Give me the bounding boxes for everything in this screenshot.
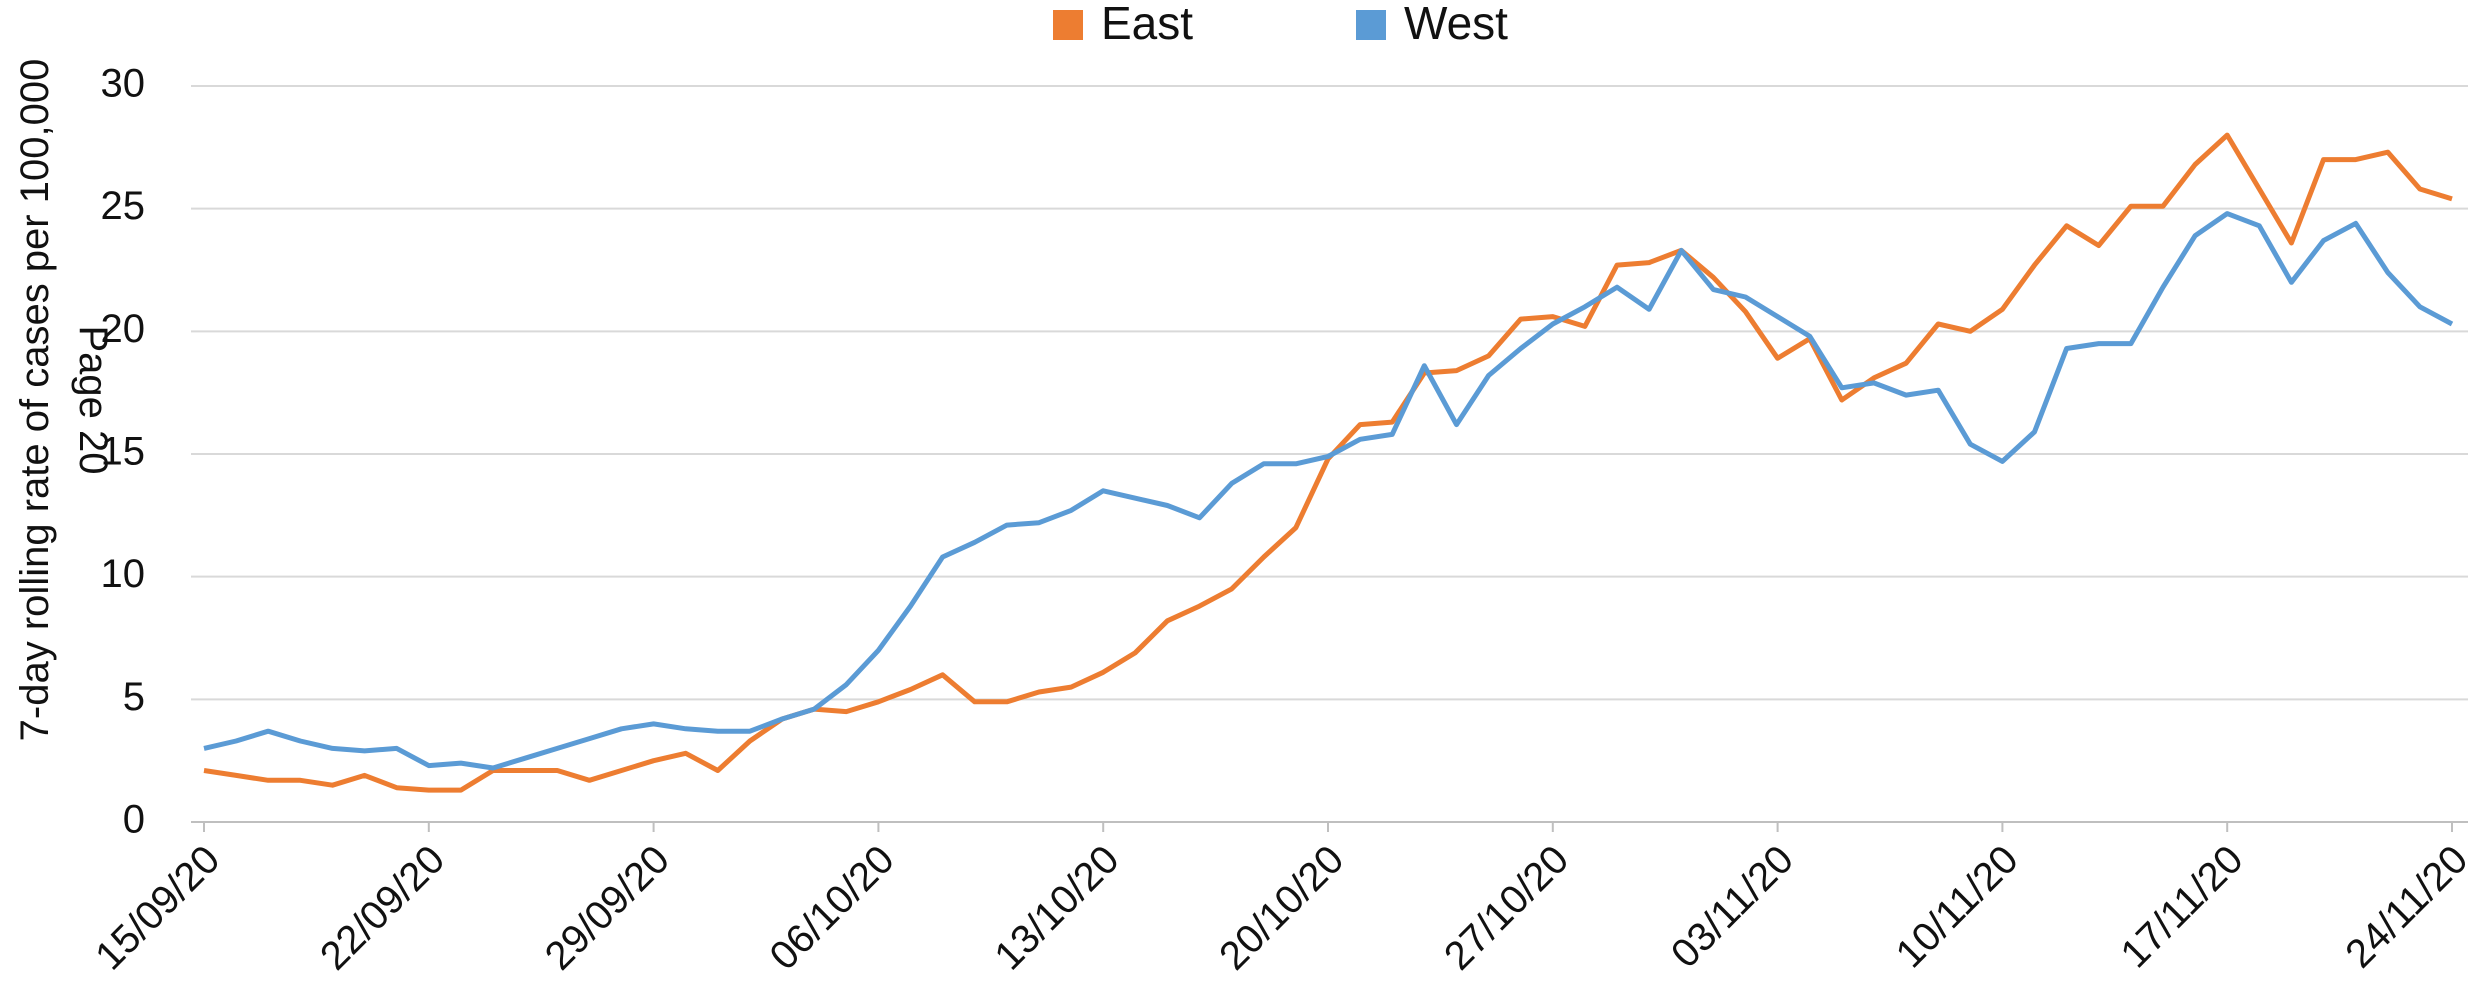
y-tick-label: 20	[101, 307, 146, 351]
y-tick-label: 10	[101, 552, 146, 596]
x-tick-label: 13/10/20	[986, 837, 1127, 978]
legend-swatch	[1356, 10, 1386, 40]
x-tick-label: 10/11/20	[1888, 837, 2027, 976]
x-tick-label: 17/11/20	[2112, 837, 2251, 976]
line-series	[203, 132, 2453, 793]
legend-label: West	[1404, 0, 1508, 49]
legend-swatch	[1053, 10, 1083, 40]
x-tick-label: 24/11/20	[2337, 837, 2473, 976]
legend-label: East	[1101, 0, 1193, 49]
x-tick-label: 06/10/20	[762, 837, 903, 978]
x-tick-label: 03/11/20	[1663, 837, 1802, 976]
y-tick-label: 15	[101, 430, 146, 474]
page-annotation: Page 20	[71, 325, 115, 474]
y-tick-label: 30	[101, 62, 146, 106]
y-tick-label: 25	[101, 184, 146, 228]
x-tick-label: 22/09/20	[312, 837, 453, 978]
x-tick-label: 15/09/20	[87, 837, 228, 978]
y-tick-label: 5	[123, 675, 145, 719]
y-axis-label: 7-day rolling rate of cases per 100,000	[13, 59, 57, 742]
y-tick-label: 0	[123, 798, 145, 842]
x-tick-label: 27/10/20	[1436, 837, 1577, 978]
line-series	[203, 211, 2454, 771]
x-tick-label: 20/10/20	[1211, 837, 1352, 978]
x-tick-label: 29/09/20	[537, 837, 678, 978]
